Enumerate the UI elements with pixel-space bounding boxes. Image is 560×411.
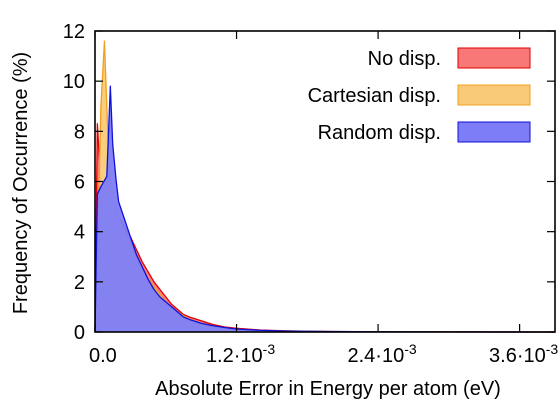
x-tick-mantissa: 1.2·10 <box>206 345 263 367</box>
y-tick-label: 8 <box>74 121 85 143</box>
x-tick-label: 3.6·10-3 <box>489 341 558 367</box>
x-tick-label: 1.2·10-3 <box>206 341 275 367</box>
y-tick-label: 10 <box>63 71 85 93</box>
x-tick-mantissa: 0.0 <box>89 345 117 367</box>
y-tick-label: 12 <box>63 21 85 43</box>
y-tick-label: 2 <box>74 272 85 294</box>
y-tick-label: 0 <box>74 322 85 344</box>
legend-swatch <box>457 121 531 143</box>
legend: No disp. Cartesian disp. Random disp. <box>308 47 531 144</box>
x-tick-label: 2.4·10-3 <box>347 341 416 367</box>
series-line-2 <box>94 85 556 333</box>
y-tick-label: 4 <box>74 222 85 244</box>
x-tick-label: 0.0 <box>89 345 117 367</box>
x-axis-title: Absolute Error in Energy per atom (eV) <box>155 378 501 400</box>
y-tick-label: 6 <box>74 172 85 194</box>
x-tick-exponent: -3 <box>404 341 417 357</box>
x-tick-exponent: -3 <box>546 341 559 357</box>
x-tick-mantissa: 2.4·10 <box>347 345 404 367</box>
series-area-2 <box>95 86 555 333</box>
legend-swatch <box>457 47 531 69</box>
legend-swatch <box>457 84 531 106</box>
x-tick-mantissa: 3.6·10 <box>489 345 546 367</box>
legend-label: Cartesian disp. <box>308 85 441 107</box>
legend-label: No disp. <box>368 48 441 70</box>
plot-frame <box>94 30 556 333</box>
legend-label: Random disp. <box>318 122 441 144</box>
x-tick-exponent: -3 <box>263 341 276 357</box>
y-axis-title: Frequency of Occurrence (%) <box>10 52 32 314</box>
